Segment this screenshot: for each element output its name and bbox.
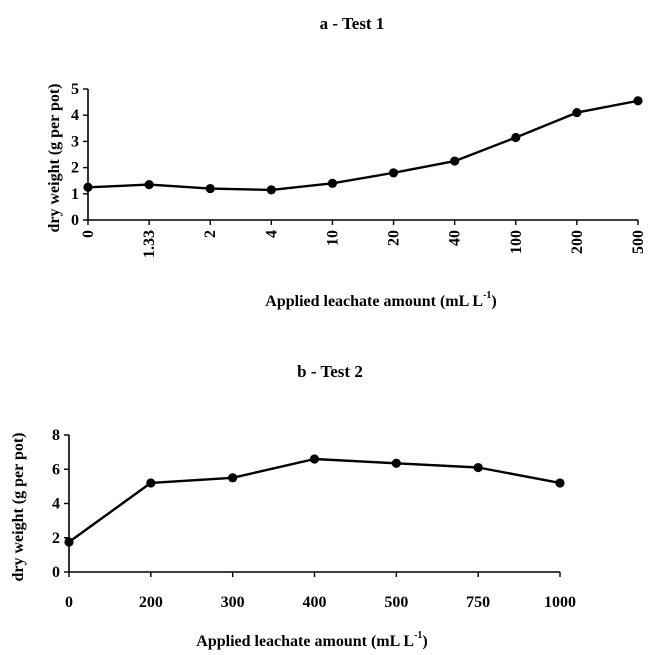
chart-b-y-tick-label: 4 bbox=[52, 496, 60, 513]
chart-a-y-axis-label: dry weight (g per pot) bbox=[46, 83, 63, 232]
chart-a-x-axis-label-main: Applied leachate amount (mL L bbox=[265, 293, 483, 310]
chart-panel-b: b - Test 2 dry weight (g per pot) Applie… bbox=[0, 350, 648, 655]
chart-a-data-point bbox=[572, 107, 582, 118]
chart-b-y-tick-label: 6 bbox=[52, 461, 60, 478]
chart-a-data-point bbox=[511, 132, 521, 143]
chart-panel-a: a - Test 1 dry weight (g per pot) Applie… bbox=[0, 0, 648, 325]
chart-a-data-point bbox=[83, 182, 93, 192]
chart-a-x-tick-label: 4 bbox=[263, 230, 280, 238]
chart-b-series-line bbox=[68, 457, 561, 543]
chart-a-x-tick-label: 10 bbox=[324, 230, 341, 246]
chart-a-data-point bbox=[205, 183, 215, 194]
chart-a-x-tick-label: 500 bbox=[630, 230, 647, 254]
chart-b-y-axis-label: dry weight (g per pot) bbox=[10, 432, 27, 581]
chart-b-y-tick-label: 0 bbox=[52, 564, 60, 581]
chart-a-y-tick-label: 2 bbox=[71, 160, 79, 177]
chart-a-y-tick-label: 3 bbox=[71, 133, 79, 150]
chart-b-x-tick-label: 1000 bbox=[544, 594, 576, 611]
chart-a-data-point bbox=[633, 96, 643, 106]
chart-a-title: a - Test 1 bbox=[320, 14, 385, 33]
chart-b-data-point bbox=[228, 473, 238, 483]
chart-a-y-tick-label: 4 bbox=[71, 107, 79, 124]
chart-b-x-axis-label-main: Applied leachate amount (mL L bbox=[196, 633, 414, 650]
chart-b-x-tick-label: 750 bbox=[466, 594, 490, 611]
chart-a-x-axis-label-sup: -1 bbox=[483, 290, 491, 301]
chart-b-x-axis-label: Applied leachate amount (mL L-1) bbox=[196, 630, 427, 650]
chart-b-data-point bbox=[64, 537, 74, 547]
chart-a-x-tick-label: 1.33 bbox=[141, 230, 158, 258]
chart-a-svg: a - Test 1 dry weight (g per pot) Applie… bbox=[46, 14, 647, 310]
chart-a-y-tick-label: 0 bbox=[71, 212, 79, 229]
chart-b-svg: b - Test 2 dry weight (g per pot) Applie… bbox=[10, 362, 576, 650]
chart-b-data-point bbox=[309, 454, 320, 464]
chart-b-x-tick-label: 500 bbox=[384, 594, 408, 611]
chart-a-x-tick-label: 2 bbox=[202, 230, 219, 238]
chart-a-x-tick-label: 200 bbox=[569, 230, 586, 254]
chart-a-series-line bbox=[87, 99, 639, 192]
chart-b-y-tick-label: 8 bbox=[52, 427, 60, 444]
chart-a-x-tick-label: 100 bbox=[508, 230, 525, 254]
chart-a-x-tick-label: 40 bbox=[447, 230, 464, 246]
chart-b-data-point bbox=[146, 478, 156, 488]
chart-b-x-tick-label: 0 bbox=[65, 594, 73, 611]
chart-a-data-point bbox=[388, 168, 399, 178]
chart-a-data-point bbox=[450, 156, 460, 166]
chart-b-y-tick-label: 2 bbox=[52, 530, 60, 547]
chart-b-data-point bbox=[555, 478, 565, 488]
chart-a-y-tick-label: 5 bbox=[71, 81, 79, 98]
chart-a-y-tick-label: 1 bbox=[71, 186, 79, 203]
chart-b-x-tick-label: 200 bbox=[139, 594, 163, 611]
chart-b-x-axis-label-end: ) bbox=[422, 633, 427, 650]
chart-b-data-point bbox=[473, 462, 483, 473]
chart-a-x-axis-label-end: ) bbox=[491, 293, 496, 310]
chart-b-x-tick-label: 400 bbox=[303, 594, 327, 611]
chart-a-data-point bbox=[144, 180, 154, 190]
chart-b-data-point bbox=[391, 458, 401, 468]
chart-a-x-axis-label: Applied leachate amount (mL L-1) bbox=[265, 290, 496, 310]
chart-a-x-tick-label: 0 bbox=[80, 230, 97, 238]
chart-a-data-point bbox=[327, 178, 338, 188]
chart-a-data-point bbox=[266, 185, 276, 195]
chart-a-x-tick-label: 20 bbox=[386, 230, 403, 246]
chart-b-x-axis-label-sup: -1 bbox=[414, 630, 422, 641]
chart-b-title: b - Test 2 bbox=[297, 362, 363, 381]
chart-b-x-tick-label: 300 bbox=[221, 594, 245, 611]
